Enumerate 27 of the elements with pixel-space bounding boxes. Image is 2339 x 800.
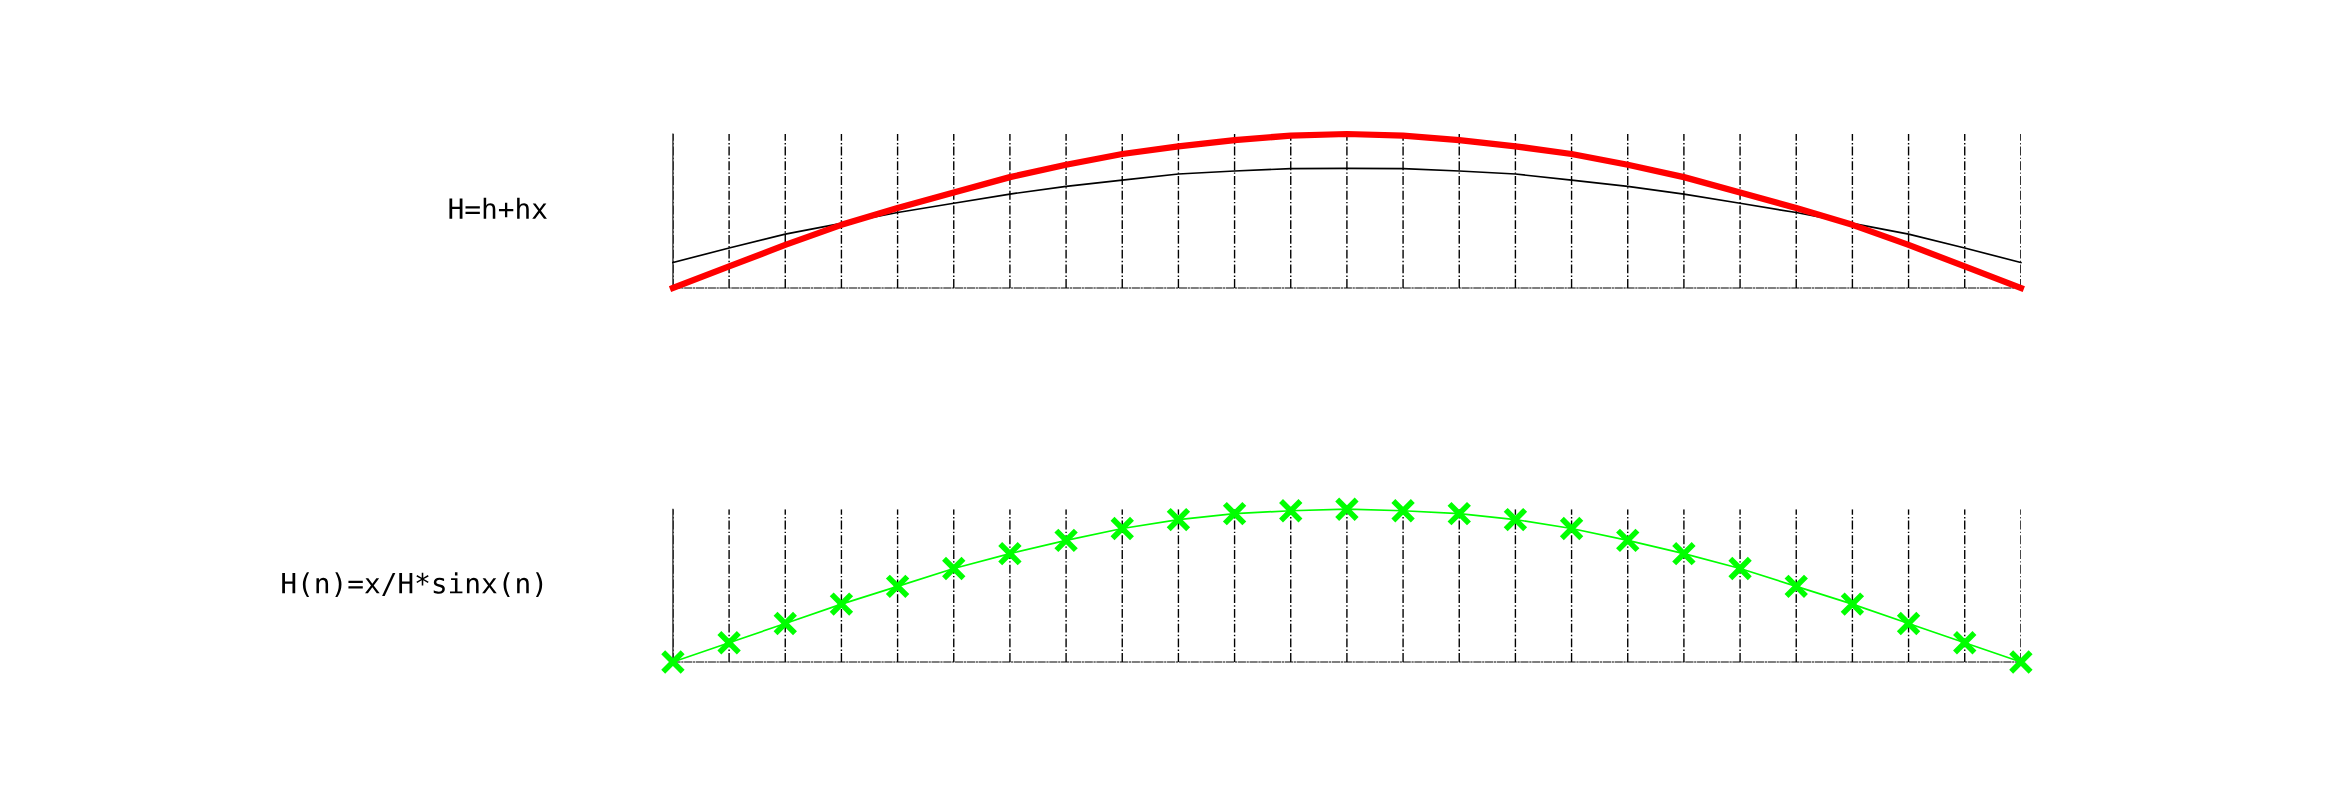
point bbox=[716, 630, 742, 656]
point bbox=[997, 541, 1023, 567]
point bbox=[1053, 527, 1079, 553]
point bbox=[1390, 498, 1416, 524]
point bbox=[828, 591, 854, 617]
point bbox=[1222, 501, 1248, 527]
point bbox=[1896, 610, 1922, 636]
y-axis-title: H=h+hx bbox=[449, 197, 547, 219]
point bbox=[885, 573, 911, 599]
point bbox=[941, 555, 967, 581]
point bbox=[1446, 501, 1472, 527]
point bbox=[1334, 496, 1360, 522]
point bbox=[772, 610, 798, 636]
point bbox=[1165, 507, 1191, 533]
point bbox=[1615, 527, 1641, 553]
point bbox=[1952, 630, 1978, 656]
point bbox=[1502, 507, 1528, 533]
point bbox=[1839, 591, 1865, 617]
point bbox=[1783, 573, 1809, 599]
point bbox=[1671, 541, 1697, 567]
y-axis-title: H(n)=x/H*sinx(n) bbox=[282, 572, 543, 597]
point bbox=[1727, 555, 1753, 581]
point bbox=[1109, 515, 1135, 541]
point bbox=[1559, 515, 1585, 541]
point bbox=[2008, 649, 2034, 675]
point bbox=[660, 649, 686, 675]
point bbox=[1278, 498, 1304, 524]
